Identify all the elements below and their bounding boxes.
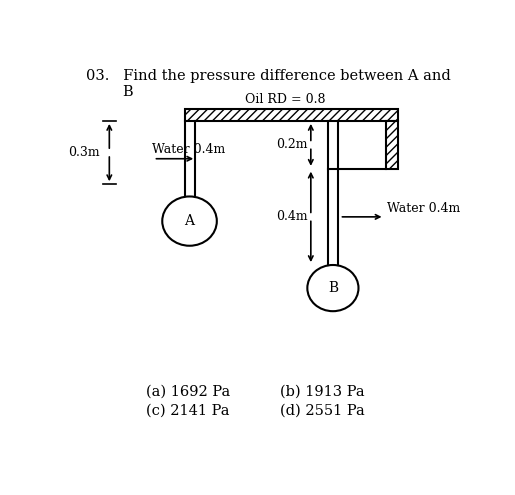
Text: Water 0.4m: Water 0.4m bbox=[387, 201, 460, 214]
Text: (a) 1692 Pa: (a) 1692 Pa bbox=[146, 385, 230, 399]
Text: (b) 1913 Pa: (b) 1913 Pa bbox=[280, 385, 365, 399]
Text: Oil RD = 0.8: Oil RD = 0.8 bbox=[245, 94, 325, 106]
Text: 0.2m: 0.2m bbox=[276, 139, 308, 151]
Text: B: B bbox=[328, 281, 338, 295]
Text: A: A bbox=[184, 214, 195, 228]
Bar bbox=[184, 109, 398, 121]
Text: 0.3m: 0.3m bbox=[68, 146, 100, 159]
Text: 0.4m: 0.4m bbox=[276, 210, 308, 223]
Text: (d) 2551 Pa: (d) 2551 Pa bbox=[280, 403, 365, 418]
Text: 03.   Find the pressure difference between A and: 03. Find the pressure difference between… bbox=[86, 69, 451, 84]
Text: Water 0.4m: Water 0.4m bbox=[152, 144, 225, 156]
Bar bbox=[386, 121, 398, 169]
Text: (c) 2141 Pa: (c) 2141 Pa bbox=[146, 403, 229, 418]
Text: B: B bbox=[123, 85, 133, 99]
